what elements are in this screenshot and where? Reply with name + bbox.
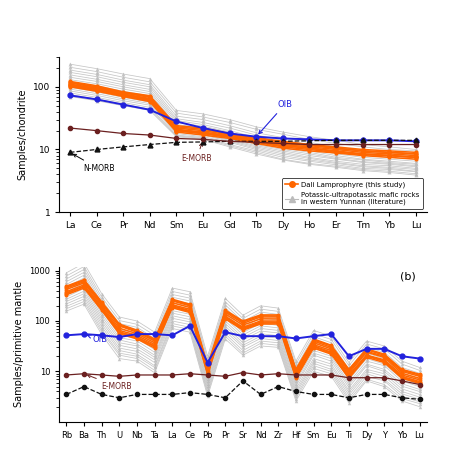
Text: (b): (b) [400,271,416,281]
Text: OIB: OIB [87,335,108,344]
Y-axis label: Samples/chondrite: Samples/chondrite [18,89,27,180]
Text: OIB: OIB [259,100,292,134]
Text: E-MORB: E-MORB [88,375,132,391]
Y-axis label: Samples/primitive mantle: Samples/primitive mantle [14,281,24,407]
Text: E-MORB: E-MORB [182,143,212,163]
Text: N-MORB: N-MORB [73,154,115,173]
Legend: Dali Lamprophyre (this study), Potassic-ultrapotassic mafic rocks
in western Yun: Dali Lamprophyre (this study), Potassic-… [282,178,423,209]
